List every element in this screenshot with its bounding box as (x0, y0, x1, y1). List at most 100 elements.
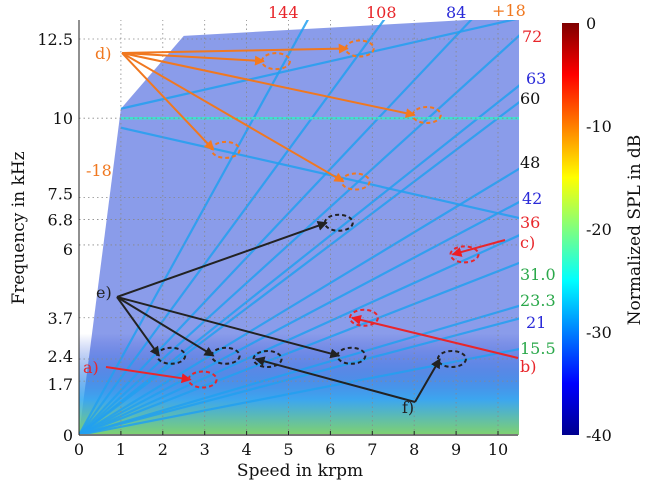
order-label-48: 48 (520, 153, 540, 172)
annotation-ellipse (252, 349, 283, 368)
colorbar-tick-label: -20 (586, 220, 612, 239)
annotation-ellipse (187, 370, 218, 389)
annotation-arrow (121, 52, 416, 119)
order-line-48 (79, 167, 519, 435)
colorbar: 0 -10 -20 -30 -40 Normalized SPL in dB (562, 14, 645, 445)
annotation-label-b: b) (520, 357, 536, 376)
annotation-ellipse (411, 106, 442, 125)
annotation-ellipse (340, 172, 371, 191)
order-label-84: 84 (446, 3, 466, 22)
annotation-label-e: e) (96, 283, 112, 302)
annotation-arrow (121, 52, 265, 66)
order-line-144 (79, 20, 309, 435)
x-tick-label: 8 (409, 440, 419, 459)
y-tick-label: 10 (53, 109, 73, 128)
y-tick-label: 6.8 (48, 211, 73, 230)
order-label-31.0: 31.0 (520, 265, 556, 284)
x-tick-label: 9 (451, 440, 461, 459)
order-label-21: 21 (526, 313, 546, 332)
x-tick-labels: 0 1 2 3 4 5 6 7 8 9 10 (74, 431, 508, 459)
y-tick-label: 6 (63, 240, 73, 259)
order-line-+18 (120, 20, 517, 110)
plot-area (79, 20, 519, 435)
order-label-+18: +18 (492, 1, 526, 20)
order-line-60 (79, 100, 519, 435)
order-label-144: 144 (268, 3, 299, 22)
order-line-36 (79, 234, 519, 435)
y-tick-label: 12.5 (37, 30, 73, 49)
annotation-arrow (116, 221, 328, 298)
y-tick-label: 3.7 (48, 309, 73, 328)
annotation-arrow (116, 296, 160, 357)
annotation-arrow (350, 315, 519, 359)
annotation-arrow (121, 52, 215, 151)
y-tick-labels: 0 1.7 2.4 3.7 6 6.8 7.5 10 12.5 (37, 30, 73, 445)
y-axis-label: Frequency in kHz (9, 151, 29, 304)
annotation-ellipse (156, 346, 187, 365)
order-line-108 (79, 20, 386, 435)
order-line-31.0 (79, 261, 519, 435)
annotation-label-c: c) (520, 233, 535, 252)
colorbar-label: Normalized SPL in dB (625, 135, 645, 326)
colorbar-tick-label: 0 (586, 14, 596, 33)
colorbar-tick-label: -30 (586, 323, 612, 342)
order-label-60: 60 (520, 89, 540, 108)
x-tick-label: 5 (283, 440, 293, 459)
annotation-ellipse (336, 346, 367, 365)
colorbar-tick-label: -10 (586, 117, 612, 136)
annotation-ellipse (260, 52, 291, 71)
x-tick-label: 1 (116, 440, 126, 459)
order-line-21 (79, 317, 519, 435)
order-label-108: 108 (366, 3, 397, 22)
annotation-arrow (254, 356, 416, 403)
x-tick-label: 6 (325, 440, 335, 459)
order-line-23.3 (79, 304, 519, 435)
x-tick-label: 0 (74, 440, 84, 459)
annotation-arrow (116, 296, 215, 357)
order-label-42: 42 (522, 189, 542, 208)
order-line-63 (79, 84, 519, 435)
annotation-arrow (105, 366, 192, 384)
order-line--18 (120, 126, 519, 220)
x-tick-label: 10 (488, 440, 508, 459)
annotation-ellipse (348, 308, 379, 327)
annotation-arrow (116, 296, 341, 359)
x-axis-label: Speed in krpm (237, 461, 363, 481)
annotation-ellipse (344, 39, 375, 58)
colorbar-tick-label: -40 (586, 426, 612, 445)
annotation-ellipse (210, 346, 241, 365)
y-tick-label: 0 (63, 426, 73, 445)
order-label-63: 63 (526, 69, 546, 88)
axes (78, 20, 518, 436)
order-label--18: -18 (86, 161, 112, 180)
order-line-15.5 (79, 348, 519, 435)
order-lines (79, 20, 519, 435)
order-line-42 (79, 200, 519, 435)
order-line-72 (79, 34, 519, 435)
x-tick-label: 4 (242, 440, 252, 459)
colorbar-ticks: 0 -10 -20 -30 -40 (586, 14, 612, 445)
y-tick-label: 1.7 (48, 375, 73, 394)
order-label-72: 72 (522, 27, 542, 46)
order-label-36: 36 (520, 213, 540, 232)
annotation-arrow (121, 43, 349, 54)
colorbar-gradient (562, 23, 579, 435)
annotation-arrow (414, 358, 441, 403)
order-label-15.5: 15.5 (520, 339, 556, 358)
x-tick-label: 2 (158, 440, 168, 459)
y-tick-label: 7.5 (48, 184, 73, 203)
annotation-ellipse (323, 213, 354, 232)
annotation-arrow (451, 239, 506, 257)
annotation-arrow (121, 52, 345, 183)
order-label-23.3: 23.3 (520, 291, 556, 310)
y-tick-label: 2.4 (48, 347, 73, 366)
annotation-label-f: f) (402, 398, 414, 417)
annotations: a) b) c) d) e) f) (83, 39, 536, 417)
annotation-label-a: a) (83, 358, 99, 377)
order-line-84 (79, 20, 473, 435)
x-tick-label: 7 (367, 440, 377, 459)
x-tick-label: 3 (200, 440, 210, 459)
annotation-label-d: d) (95, 44, 111, 63)
